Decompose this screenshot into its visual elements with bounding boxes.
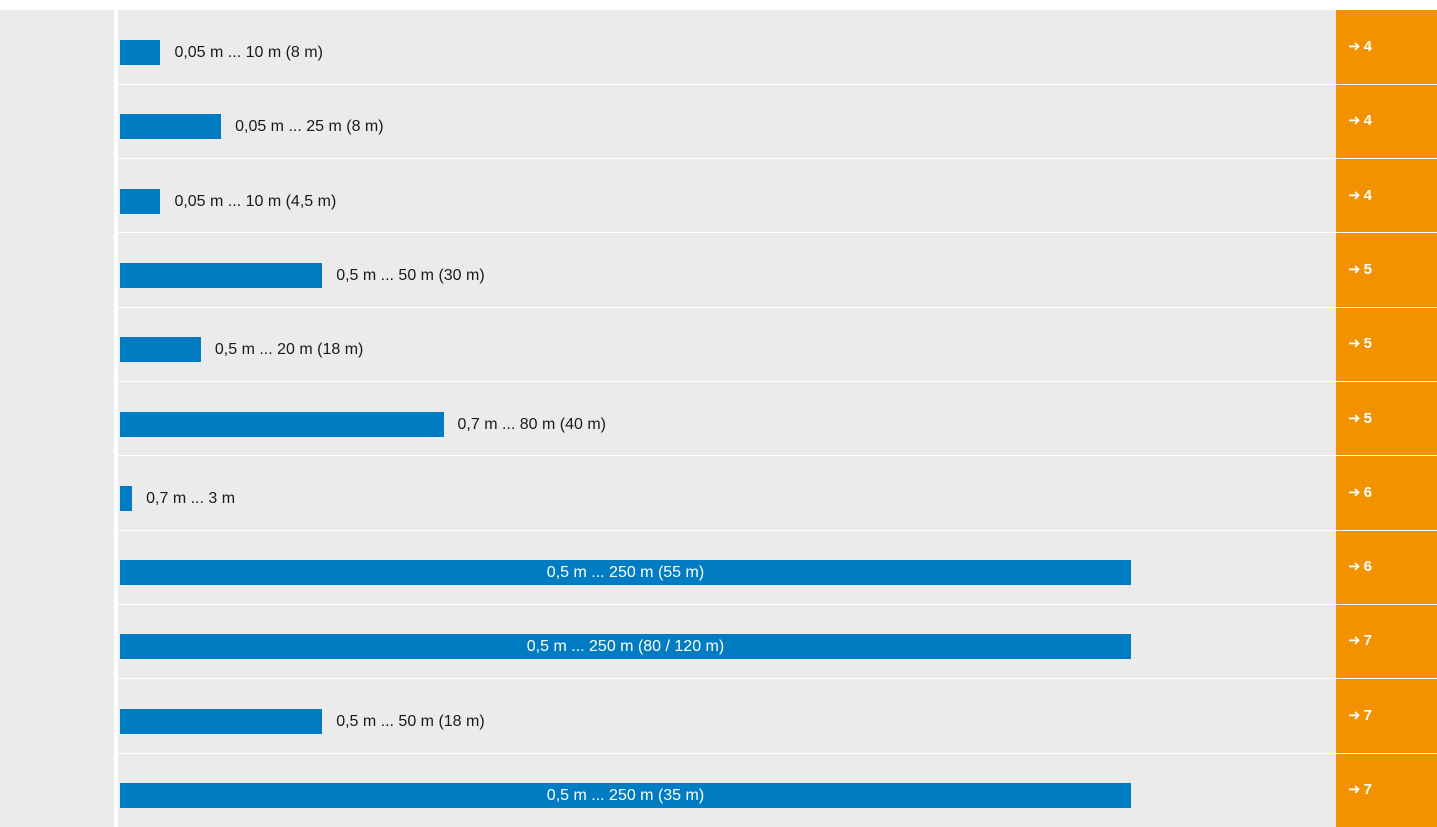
range-bar [120, 485, 133, 511]
reference-number: 4 [1363, 186, 1372, 204]
arrow-right-icon: ➜ [1348, 558, 1361, 576]
arrow-right-icon: ➜ [1348, 483, 1361, 501]
arrow-right-icon: ➜ [1348, 112, 1361, 130]
range-bar [120, 40, 161, 65]
row-separator [118, 232, 1336, 234]
range-label: 0,5 m ... 250 m (55 m) [546, 564, 705, 582]
arrow-right-icon: ➜ [1348, 335, 1361, 353]
range-bar [120, 114, 222, 140]
range-label: 0,5 m ... 50 m (30 m) [336, 266, 485, 284]
row-separator [118, 158, 1336, 160]
reference-number: 4 [1363, 112, 1372, 130]
reference-column [1336, 10, 1437, 827]
reference-number: 6 [1363, 558, 1372, 576]
arrow-right-icon: ➜ [1348, 632, 1361, 650]
reference-page[interactable]: ➜ 5 [1348, 335, 1372, 353]
reference-number: 7 [1363, 706, 1372, 724]
reference-number: 4 [1363, 38, 1372, 55]
reference-page[interactable]: ➜ 7 [1348, 707, 1372, 725]
reference-page[interactable]: ➜ 5 [1348, 261, 1372, 279]
reference-separator [1336, 381, 1437, 382]
row-separator [118, 529, 1336, 531]
range-bar [120, 783, 1131, 808]
row-separator [118, 752, 1336, 754]
arrow-right-icon: ➜ [1348, 186, 1361, 204]
reference-page[interactable]: ➜ 7 [1348, 781, 1372, 799]
reference-number: 6 [1363, 483, 1372, 501]
range-label: 0,05 m ... 25 m (8 m) [235, 118, 384, 136]
arrow-right-icon: ➜ [1348, 38, 1361, 55]
reference-page[interactable]: ➜ 4 [1348, 112, 1372, 130]
range-bar [120, 188, 161, 214]
row-separator [118, 83, 1336, 85]
row-separator [118, 678, 1336, 680]
reference-number: 5 [1363, 409, 1372, 427]
range-chart: 0,05 m ... 10 m (8 m) ➜ 4 0,05 m ... 25 m (… [0, 10, 1437, 827]
reference-page[interactable]: ➜ 7 [1348, 632, 1372, 650]
reference-number: 7 [1363, 781, 1372, 798]
reference-separator [1336, 529, 1437, 531]
reference-separator [1336, 306, 1437, 308]
row-separator [118, 306, 1336, 308]
range-bar [120, 634, 1131, 660]
reference-separator [1336, 232, 1437, 234]
reference-page[interactable]: ➜ 4 [1348, 38, 1372, 56]
reference-page[interactable]: ➜ 4 [1348, 187, 1372, 205]
range-bar [120, 262, 323, 288]
reference-number: 7 [1363, 632, 1372, 650]
arrow-right-icon: ➜ [1348, 409, 1361, 427]
reference-separator [1336, 455, 1437, 457]
arrow-right-icon: ➜ [1348, 706, 1361, 724]
reference-separator [1336, 678, 1437, 680]
range-label: 0,5 m ... 20 m (18 m) [214, 341, 364, 359]
range-bar [120, 560, 1131, 586]
row-separator [118, 381, 1336, 382]
row-separator [118, 455, 1336, 457]
reference-page[interactable]: ➜ 5 [1348, 410, 1372, 428]
arrow-right-icon: ➜ [1348, 781, 1361, 798]
reference-number: 5 [1363, 260, 1372, 278]
range-label: 0,05 m ... 10 m (8 m) [174, 44, 323, 61]
reference-page[interactable]: ➜ 6 [1348, 484, 1372, 502]
range-label: 0,5 m ... 250 m (80 / 120 m) [526, 638, 725, 656]
reference-number: 5 [1363, 335, 1372, 353]
reference-separator [1336, 83, 1437, 85]
range-label: 0,5 m ... 250 m (35 m) [546, 787, 705, 804]
range-label: 0,5 m ... 50 m (18 m) [336, 712, 485, 730]
range-bar [120, 411, 444, 437]
range-bar [120, 337, 201, 363]
reference-separator [1336, 603, 1437, 605]
range-bar [120, 708, 323, 734]
arrow-right-icon: ➜ [1348, 260, 1361, 278]
range-label: 0,7 m ... 3 m [146, 489, 236, 507]
range-label: 0,7 m ... 80 m (40 m) [457, 415, 606, 433]
left-panel [0, 10, 114, 827]
reference-separator [1336, 158, 1437, 160]
reference-page[interactable]: ➜ 6 [1348, 558, 1372, 576]
range-label: 0,05 m ... 10 m (4,5 m) [174, 192, 337, 210]
reference-separator [1336, 752, 1437, 754]
row-separator [118, 603, 1336, 605]
